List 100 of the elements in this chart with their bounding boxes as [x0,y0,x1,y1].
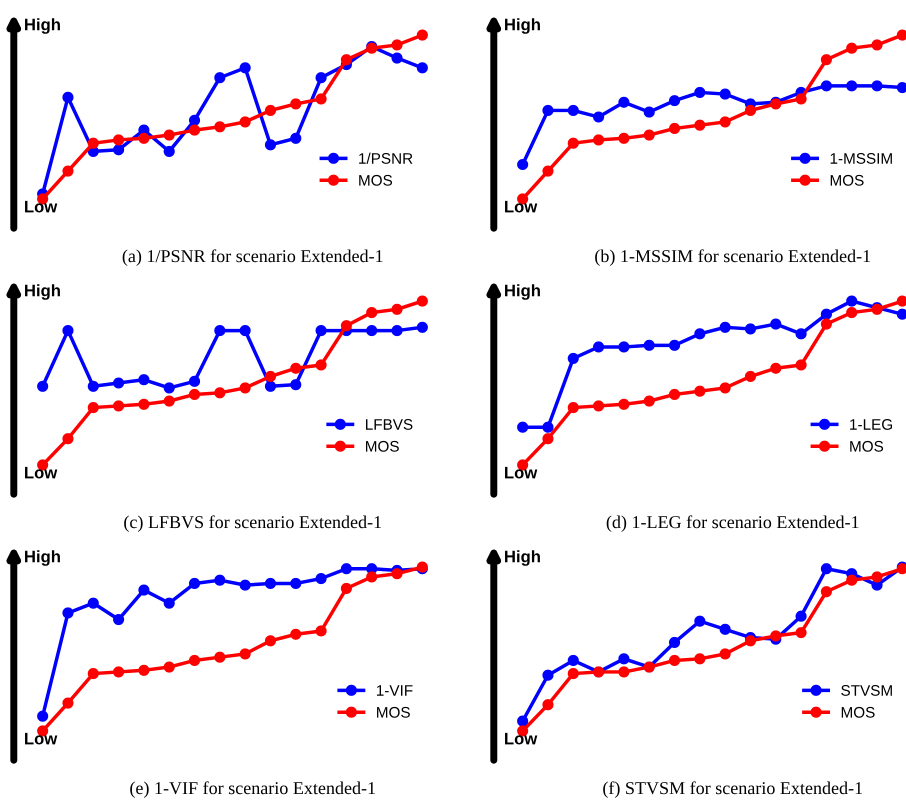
point [88,598,99,609]
point [846,574,858,586]
point [720,382,731,394]
text: High [25,284,60,300]
point [416,30,428,41]
point [316,325,327,336]
point [340,563,352,574]
point [644,106,655,118]
point [568,352,579,364]
point [316,573,327,584]
point [214,387,226,398]
point [113,144,124,156]
point [391,52,403,64]
point [264,139,276,150]
point [820,54,832,66]
point [517,422,528,433]
legend-label: 1/PSNR [359,152,412,164]
point [720,88,731,100]
legend-label: MOS [377,706,410,718]
point [820,318,832,330]
point [62,165,74,177]
text: (d) 1-LEG for scenario Extended-1 [606,515,859,532]
point [188,388,200,400]
point [366,307,378,318]
point [618,398,630,410]
point [316,359,327,371]
point [366,325,378,336]
point [694,120,706,131]
point [214,574,226,586]
point [264,635,276,646]
point [164,129,175,141]
point [88,668,99,680]
point [542,433,554,444]
point [113,134,124,146]
point [820,586,832,598]
text: High [505,18,540,34]
point [517,716,528,727]
point [796,610,807,622]
point [62,325,74,336]
point [113,400,124,412]
point [340,582,352,594]
point [164,382,175,394]
point [720,624,731,635]
point [113,614,124,626]
legend-label: STVSM [841,685,892,696]
text: Low [25,732,58,745]
point [391,39,403,50]
point [694,328,706,340]
point [744,104,756,116]
point [366,571,378,582]
point [770,362,782,374]
text: Low [505,200,538,213]
point [391,304,403,315]
point [668,388,680,400]
point [618,96,630,108]
point [240,648,251,660]
point [744,323,756,335]
point [214,652,226,663]
point [542,104,554,116]
point [62,92,74,103]
point [744,635,756,646]
point [264,104,276,116]
point [668,340,680,351]
point [568,104,579,116]
text: (b) 1-MSSIM for scenario Extended-1 [595,249,870,266]
point [517,158,528,170]
point [62,607,74,619]
point [88,138,99,149]
point [113,666,124,678]
point [820,563,832,574]
point [846,296,858,307]
point [694,86,706,98]
point [37,710,48,722]
point [264,578,276,590]
text: High [25,18,60,34]
point [644,340,655,351]
point [240,382,251,394]
point [138,132,150,144]
point [694,386,706,397]
point [846,307,858,318]
point [391,325,403,336]
point [720,322,731,333]
point [796,627,807,638]
point [644,129,655,141]
point [593,134,604,146]
point [796,328,807,340]
point [164,146,175,157]
point [290,132,302,144]
point [290,379,302,390]
point [164,598,175,609]
point [568,402,579,414]
point [593,341,604,353]
point [264,370,276,382]
point [214,72,226,84]
point [416,296,428,307]
legend-label: 1-MSSIM [830,153,892,164]
point [88,402,99,414]
legend-label: 1-LEG [850,419,892,430]
point [618,653,630,664]
text: High [505,284,540,300]
